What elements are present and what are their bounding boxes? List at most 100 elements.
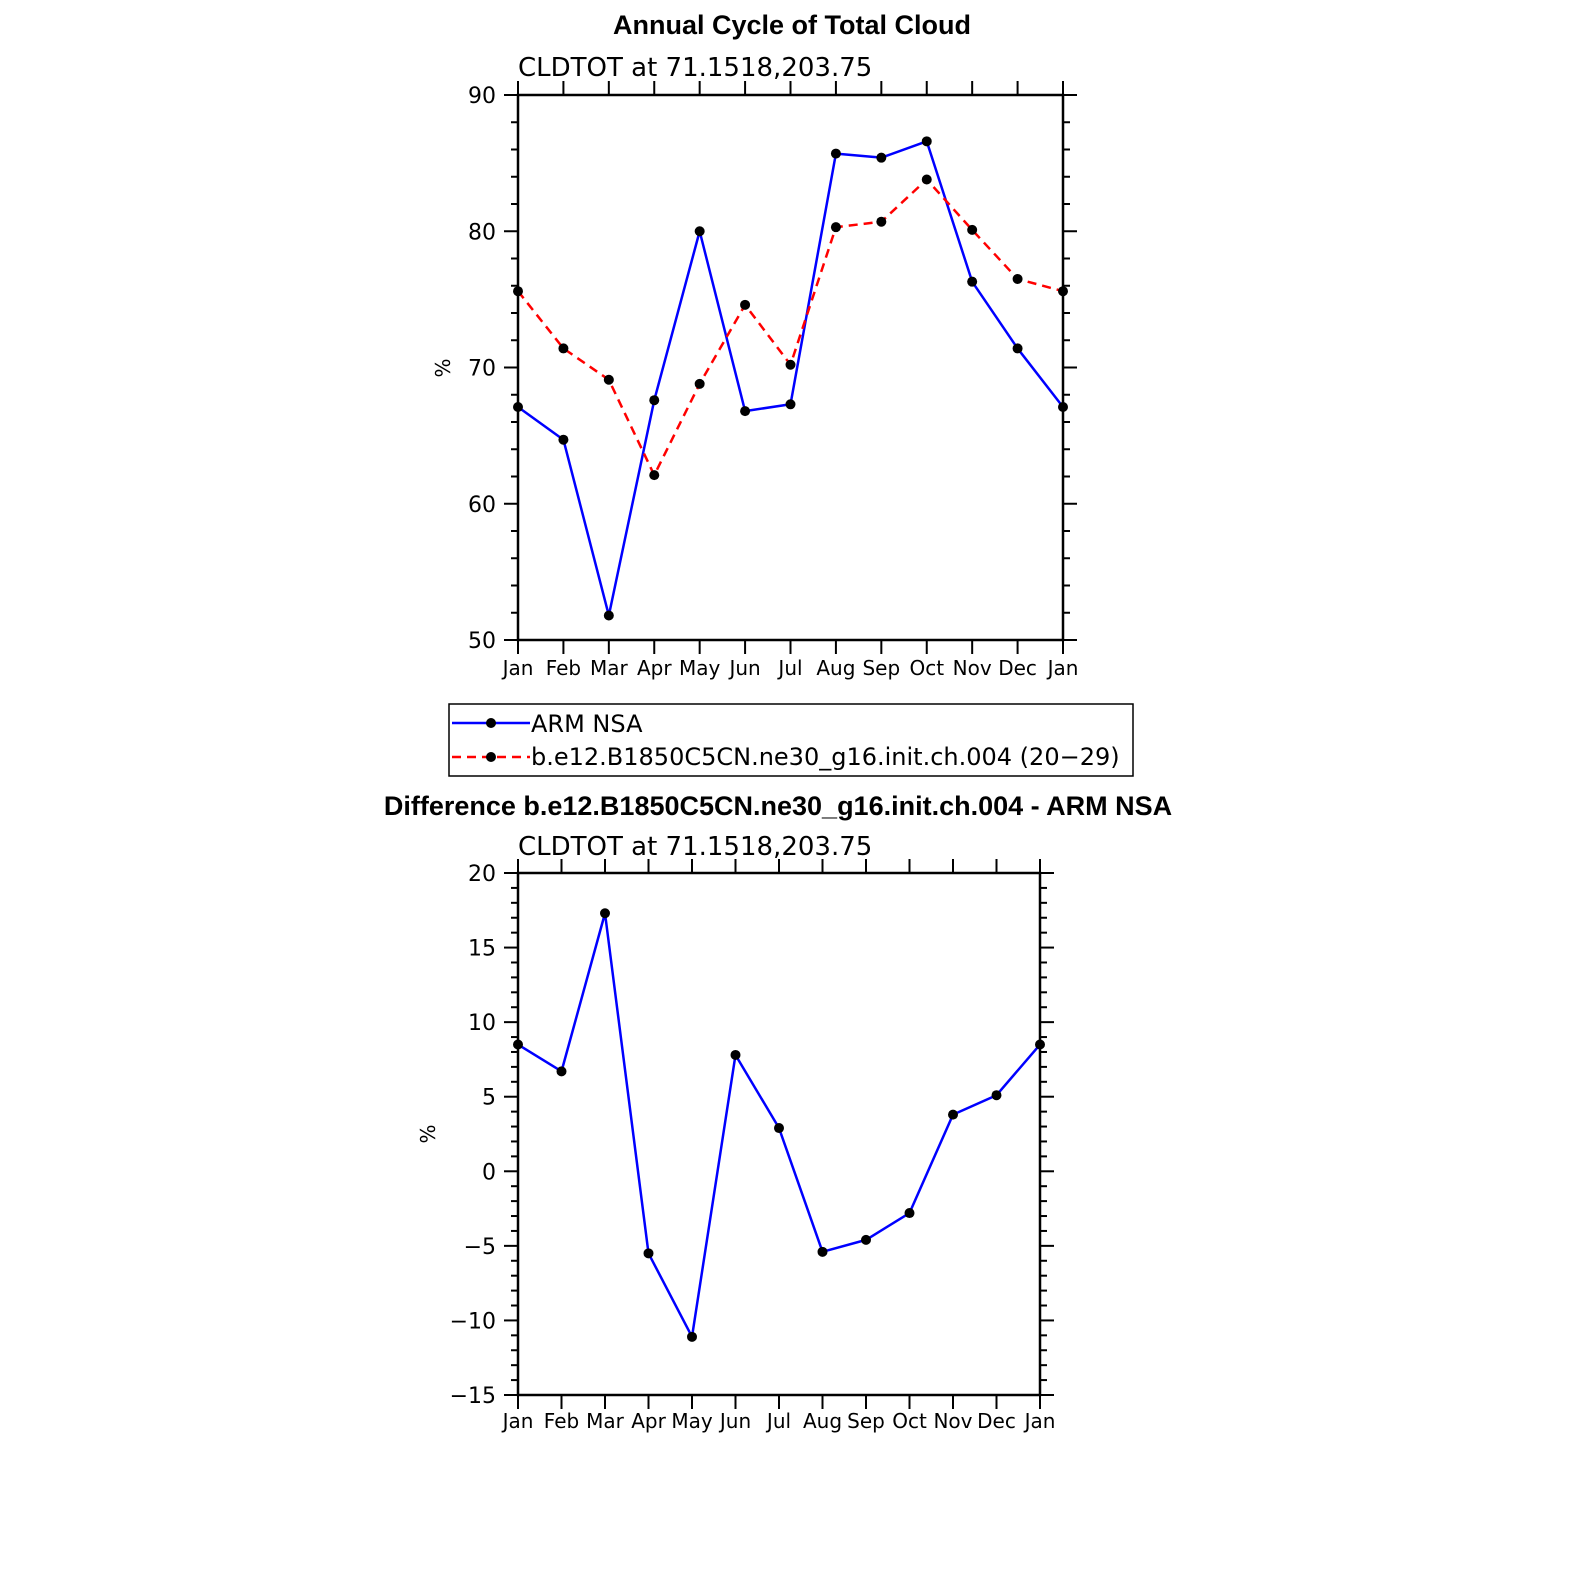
data-point-s0-11 [1012,343,1023,354]
plot-frame: 50 60 70 80 90 Jan Feb Mar Apr May Jun Jul Aug Sep Oct… [468,81,1078,680]
legend-label-arm-nsa: ARM NSA [531,710,643,738]
data-point-s1-1 [558,343,569,354]
data-point-s1-8 [876,216,887,227]
x-tick-label: Jul [776,656,802,680]
data-point-s0-1 [556,1066,567,1077]
y-tick-label: 80 [468,220,496,245]
data-point-s0-10 [967,276,978,287]
data-point-s0-2 [600,908,610,919]
legend: ARM NSA b.e12.B1850C5CN.ne30_g16.init.ch… [448,703,1134,777]
plot-frame: −15 −10 −5 0 5 10 15 20 Jan Feb Mar Apr May Jun Jul Aug… [450,859,1056,1433]
series-layer [513,136,1068,621]
y-tick-label: 10 [468,1011,496,1036]
data-point-s1-10 [967,224,978,235]
data-point-s1-6 [785,359,796,370]
data-point-s0-0 [513,402,523,413]
data-point-s0-10 [948,1109,958,1120]
data-point-s0-8 [861,1234,871,1245]
x-tick-label: May [671,1409,713,1433]
y-tick-label: −10 [450,1309,496,1334]
data-point-s0-3 [643,1248,654,1259]
x-tick-label: Jan [1046,656,1079,680]
x-tick-label: Sep [862,656,900,680]
x-tick-label: Aug [816,656,855,680]
x-tick-label: Aug [803,1409,842,1433]
difference-chart: Difference b.e12.B1850C5CN.ne30_g16.init… [384,791,1172,1433]
data-point-s1-4 [694,378,705,389]
data-point-s0-0 [513,1039,523,1050]
data-point-s1-0 [513,286,523,297]
data-point-s0-6 [785,399,796,410]
data-point-s0-5 [740,406,751,417]
x-tick-label: Jan [501,1409,534,1433]
y-tick-label: 90 [468,84,496,109]
legend-label-model: b.e12.B1850C5CN.ne30_g16.init.ch.004 (20… [531,743,1120,771]
x-tick-label: Apr [637,656,672,680]
data-point-s0-7 [830,148,841,159]
data-point-s0-8 [876,152,887,163]
data-point-s1-2 [603,374,614,385]
plot-border [516,871,1042,1397]
x-tick-label: Jan [1023,1409,1056,1433]
data-point-s0-2 [603,610,614,621]
chart-subtitle: CLDTOT at 71.1518,203.75 [518,832,872,862]
x-tick-label: Jun [727,656,760,680]
y-tick-label: 50 [468,629,496,654]
y-tick-label: 60 [468,493,496,518]
y-axis-label: % [416,1124,440,1143]
data-point-s1-11 [1012,273,1023,284]
y-tick-label: −15 [450,1384,496,1409]
x-tick-label: Feb [546,656,581,680]
x-tick-label: Jan [501,656,534,680]
data-point-s1-5 [740,299,751,310]
data-point-s1-3 [649,470,660,481]
data-point-s0-7 [817,1246,828,1257]
legend-box [448,703,1134,777]
y-tick-label: −5 [464,1235,496,1260]
chart-title: Difference b.e12.B1850C5CN.ne30_g16.init… [384,791,1172,821]
y-tick-label: 70 [468,357,496,382]
y-tick-label: 0 [482,1160,496,1185]
legend-marker-model [486,752,496,762]
data-point-s1-12 [1058,286,1068,297]
x-tick-label: Nov [953,656,992,680]
x-tick-label: Mar [590,656,629,680]
series-line-0 [517,140,1064,617]
x-tick-label: Dec [998,656,1037,680]
x-tick-label: Mar [586,1409,625,1433]
data-point-s0-11 [991,1090,1002,1101]
legend-marker-arm-nsa [486,718,496,728]
x-tick-label: May [679,656,721,680]
x-tick-label: Feb [544,1409,579,1433]
chart-title: Annual Cycle of Total Cloud [613,10,971,40]
annual-cycle-chart: Annual Cycle of Total Cloud CLDTOT at 71… [431,10,1078,680]
series-line-1 [517,178,1064,477]
data-point-s1-7 [830,222,841,233]
x-tick-label: Apr [631,1409,666,1433]
data-point-s0-4 [687,1331,697,1342]
y-tick-label: 5 [482,1086,496,1111]
x-tick-label: Nov [933,1409,972,1433]
data-point-s0-12 [1035,1039,1045,1050]
y-tick-label: 15 [468,937,496,962]
data-point-s0-4 [694,226,705,237]
y-tick-label: 20 [468,862,496,887]
x-tick-label: Jul [765,1409,791,1433]
y-axis-label: % [431,358,455,377]
x-tick-label: Sep [847,1409,885,1433]
x-tick-label: Oct [909,656,944,680]
data-point-s1-9 [921,174,932,185]
x-tick-label: Oct [892,1409,927,1433]
data-point-s0-5 [730,1049,741,1060]
series-layer [513,908,1045,1342]
data-point-s0-6 [774,1123,784,1134]
data-point-s0-9 [921,136,932,147]
data-point-s0-1 [558,434,569,445]
chart-subtitle: CLDTOT at 71.1518,203.75 [518,53,872,83]
data-point-s0-12 [1058,402,1068,413]
x-tick-label: Dec [977,1409,1016,1433]
x-tick-label: Jun [718,1409,751,1433]
data-point-s0-3 [649,395,660,406]
data-point-s0-9 [904,1208,915,1219]
